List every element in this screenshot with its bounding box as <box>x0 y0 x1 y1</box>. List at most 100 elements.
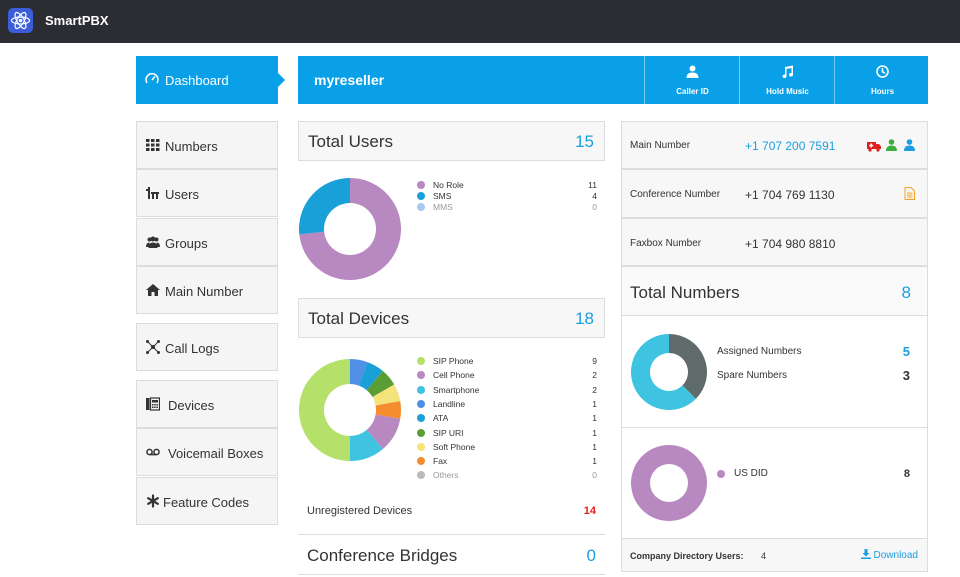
conference-number-label: Conference Number <box>630 189 721 200</box>
unregistered-devices-label[interactable]: Unregistered Devices <box>307 505 413 517</box>
user-icon <box>686 65 699 78</box>
assigned-numbers-count: 5 <box>902 344 910 359</box>
legend-item[interactable]: SIP Phone 9 <box>417 356 599 367</box>
nav-groups[interactable]: Groups <box>136 218 278 266</box>
conference-number-row: Conference Number +1 704 769 1130 <box>621 169 928 218</box>
caller-id-button[interactable]: Caller ID <box>644 56 739 104</box>
legend-item[interactable]: Others 0 <box>417 470 599 481</box>
donut-slice-us-did[interactable] <box>631 444 707 522</box>
nav-feature-codes[interactable]: Feature Codes <box>136 477 278 525</box>
directory-row: Company Directory Users: 4 Download <box>621 538 928 572</box>
top-bar: SmartPBX <box>0 0 960 43</box>
legend-item[interactable]: Soft Phone 1 <box>417 442 599 453</box>
legend-dot <box>417 371 425 380</box>
legend-dot <box>417 192 425 200</box>
donut-slice-no-role[interactable] <box>299 178 401 280</box>
legend-item[interactable]: SMS 4 <box>417 191 599 202</box>
legend-label: SMS <box>433 191 452 201</box>
legend-value: 11 <box>588 180 597 190</box>
donut-slice-smartphone[interactable] <box>350 429 383 461</box>
legend-dot <box>417 385 425 394</box>
did-count: 8 <box>903 468 910 480</box>
nav-call-logs[interactable]: Call Logs <box>136 323 278 371</box>
nav-numbers[interactable]: Numbers <box>136 121 278 169</box>
legend-item[interactable]: Cell Phone 2 <box>417 370 599 381</box>
total-numbers-header[interactable]: Total Numbers 8 <box>621 266 928 316</box>
total-users-header[interactable]: Total Users 15 <box>298 121 605 161</box>
legend-value: 1 <box>592 441 597 452</box>
users-legend: No Role 11 SMS 4 MMS 0 <box>417 180 599 220</box>
legend-dot <box>417 471 425 480</box>
legend-label: MMS <box>433 202 453 212</box>
legend-label: Cell Phone <box>433 370 475 381</box>
emergency-icon[interactable] <box>867 139 881 157</box>
clock-icon <box>876 65 889 78</box>
did-legend-dot <box>717 470 725 478</box>
user-blue-icon[interactable] <box>904 138 915 156</box>
legend-dot <box>417 442 425 451</box>
legend-item[interactable]: SIP URI 1 <box>417 428 599 439</box>
donut-slice-spare[interactable] <box>669 334 707 399</box>
donut-slice-ata[interactable] <box>358 362 383 391</box>
legend-item[interactable]: No Role 11 <box>417 180 599 191</box>
app-title: SmartPBX <box>45 13 109 28</box>
user-green-icon[interactable] <box>886 138 897 156</box>
download-icon <box>860 549 871 559</box>
faxbox-number-label: Faxbox Number <box>630 238 702 249</box>
hours-button[interactable]: Hours <box>834 56 929 104</box>
app-logo-icon[interactable] <box>8 8 33 33</box>
legend-item[interactable]: Smartphone 2 <box>417 385 599 396</box>
nav-devices-label: Devices <box>168 398 215 413</box>
main-number-value[interactable]: +1 707 200 7591 <box>745 139 836 153</box>
account-banner: myreseller Caller ID Hold Music Hours <box>298 56 928 104</box>
hold-music-button[interactable]: Hold Music <box>739 56 834 104</box>
legend-value: 1 <box>592 427 597 438</box>
legend-item[interactable]: Fax 1 <box>417 456 599 467</box>
conference-bridges-count: 0 <box>586 546 596 565</box>
devices-legend: SIP Phone 9 Cell Phone 2 Smartphone 2 Landline… <box>417 356 599 480</box>
group-users-icon <box>146 235 160 249</box>
main-number-row: Main Number +1 707 200 7591 <box>621 121 928 169</box>
donut-slice-soft-phone[interactable] <box>372 384 401 406</box>
nav-voicemail-boxes[interactable]: Voicemail Boxes <box>136 428 278 476</box>
total-devices-header[interactable]: Total Devices 18 <box>298 298 605 338</box>
total-users-title: Total Users <box>308 132 394 151</box>
music-note-icon <box>781 65 794 79</box>
donut-slice-cell-phone[interactable] <box>366 414 401 450</box>
legend-item[interactable]: MMS 0 <box>417 202 599 213</box>
donut-slice-sip-uri[interactable] <box>366 370 395 397</box>
directory-count: 4 <box>761 551 767 561</box>
legend-item[interactable]: ATA 1 <box>417 413 599 424</box>
hours-label: Hours <box>870 87 895 96</box>
download-link[interactable]: Download <box>860 549 918 561</box>
download-label: Download <box>873 550 918 561</box>
donut-slice-sms[interactable] <box>299 178 350 235</box>
legend-value: 0 <box>592 470 597 481</box>
legend-value: 4 <box>592 191 597 201</box>
legend-label: Others <box>433 470 459 481</box>
legend-dot <box>417 399 425 408</box>
directory-label: Company Directory Users: <box>630 551 744 561</box>
nav-devices[interactable]: Devices <box>136 380 278 428</box>
caller-id-label: Caller ID <box>676 87 709 96</box>
asterisk-icon <box>146 494 160 508</box>
total-numbers-count: 8 <box>901 283 911 302</box>
legend-label: SIP URI <box>433 427 464 438</box>
legend-item[interactable]: Landline 1 <box>417 399 599 410</box>
document-icon[interactable] <box>904 187 915 205</box>
conference-bridges-title[interactable]: Conference Bridges <box>307 546 458 565</box>
legend-dot <box>417 428 425 437</box>
users-donut-chart <box>299 178 401 280</box>
donut-slice-sip-phone[interactable] <box>299 359 350 461</box>
nav-main-number[interactable]: Main Number <box>136 266 278 314</box>
nav-dashboard[interactable]: Dashboard <box>136 56 285 104</box>
donut-slice-assigned[interactable] <box>631 334 696 410</box>
faxbox-number-row: Faxbox Number +1 704 980 8810 <box>621 218 928 266</box>
numbers-donut-chart <box>631 334 707 410</box>
nav-users[interactable]: Users <box>136 169 278 217</box>
nav-active-arrow <box>278 73 285 87</box>
nav-dashboard-label: Dashboard <box>165 73 229 88</box>
donut-slice-fax[interactable] <box>375 401 401 419</box>
donut-slice-landline[interactable] <box>350 359 368 386</box>
legend-value: 0 <box>592 202 597 212</box>
